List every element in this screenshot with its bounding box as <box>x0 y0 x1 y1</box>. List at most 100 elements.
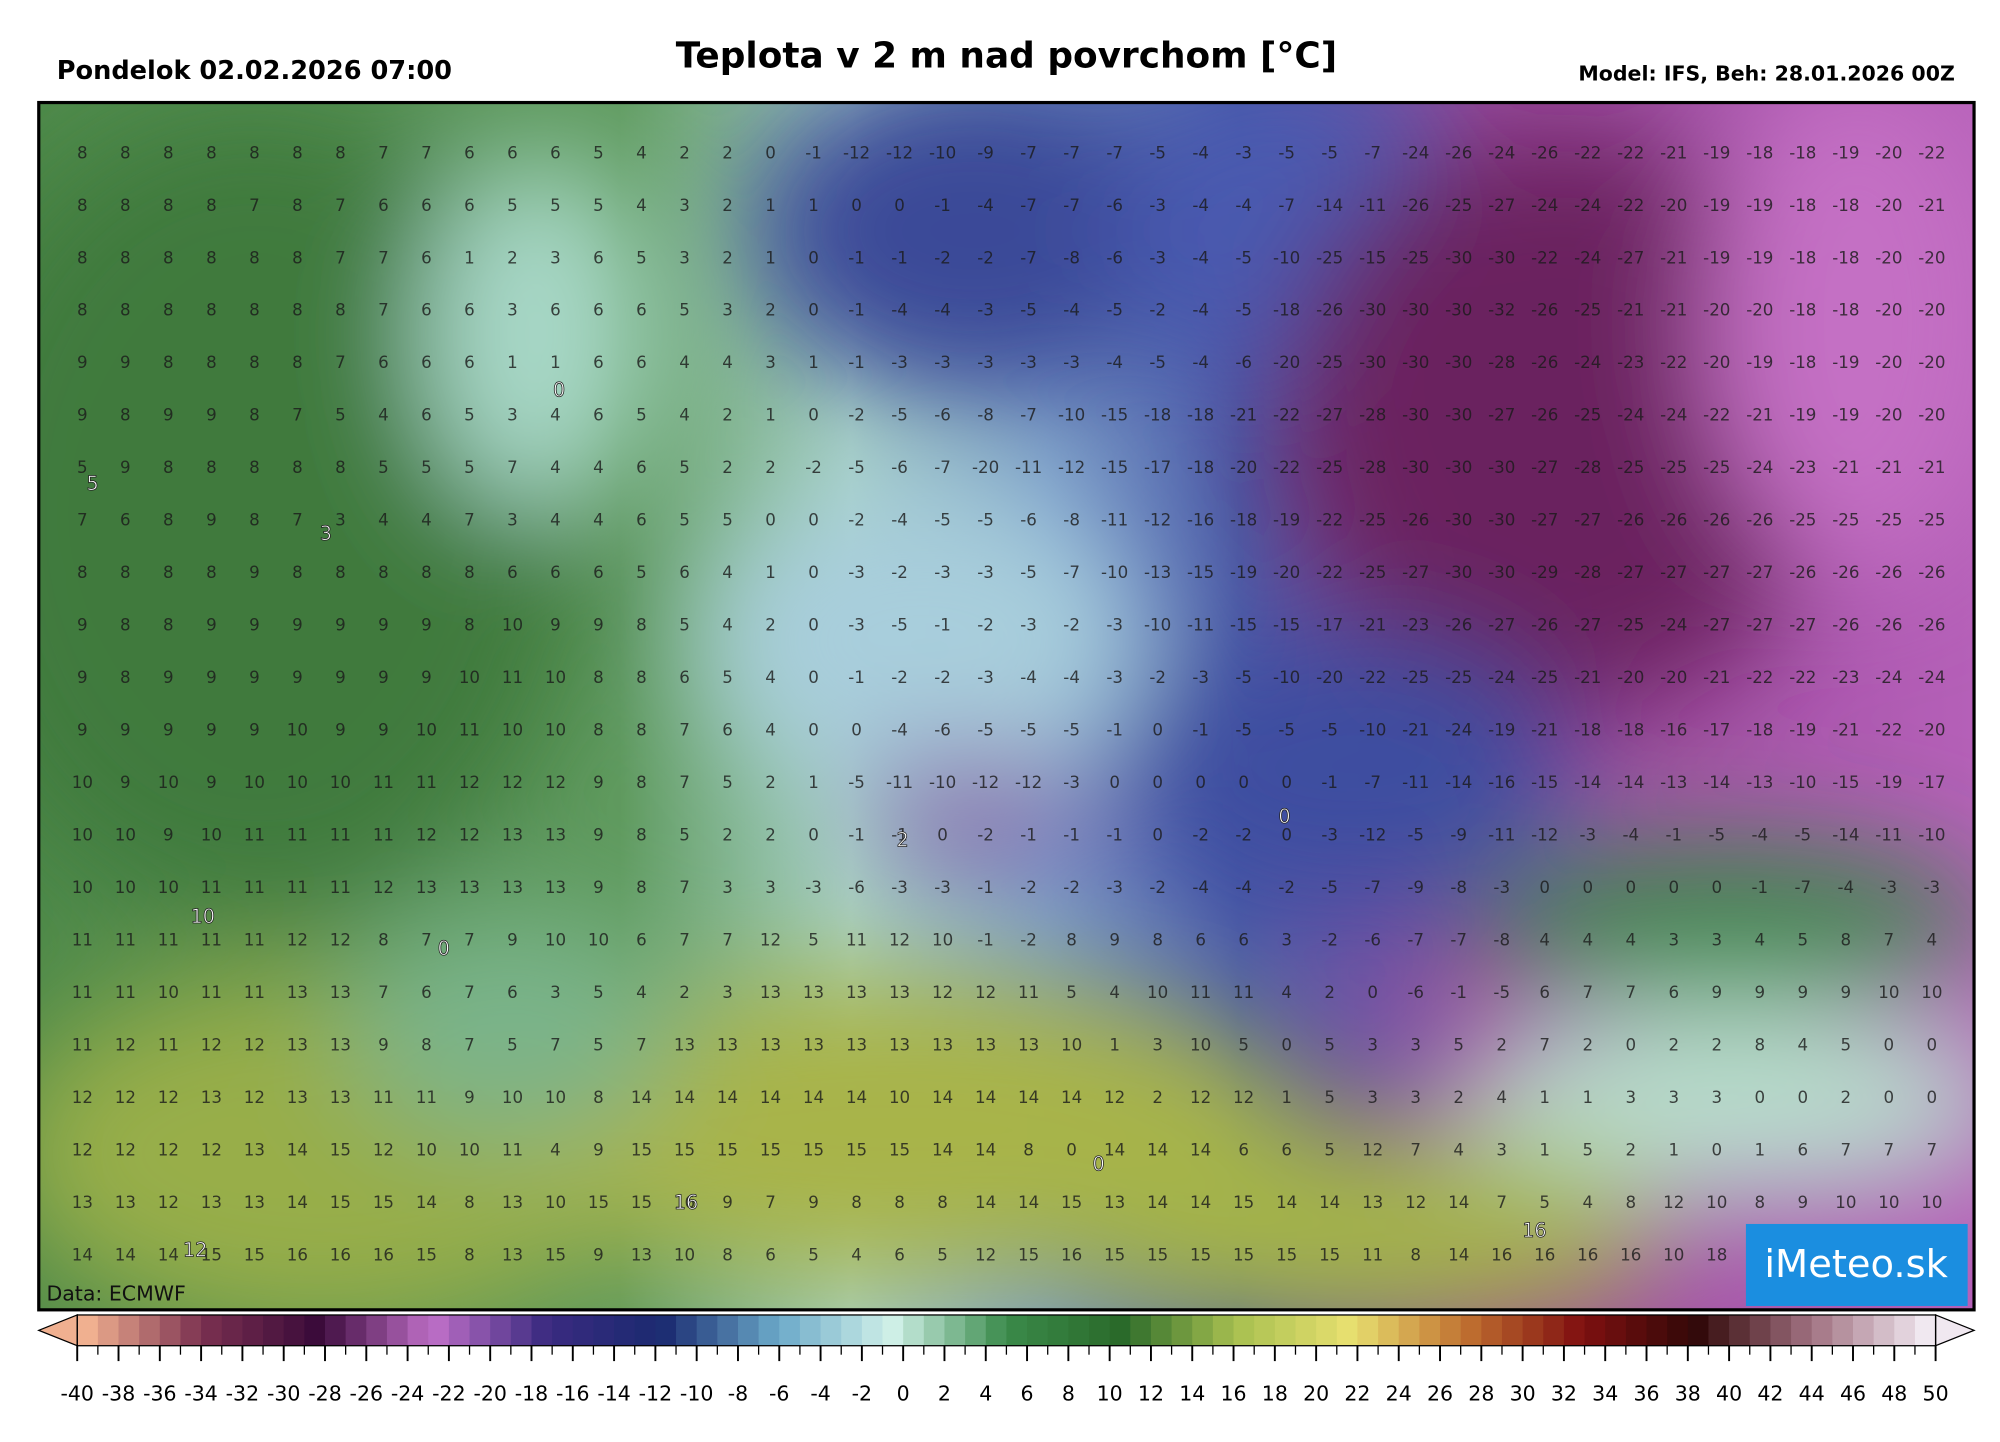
grid-value: -18 <box>1617 721 1644 740</box>
grid-value: 9 <box>120 773 131 792</box>
colorbar-tick-label: -36 <box>143 1381 176 1405</box>
colorbar-segment <box>552 1314 574 1346</box>
grid-value: -2 <box>848 406 865 425</box>
grid-value: -1 <box>934 616 951 635</box>
contour-label: 10 <box>191 905 215 928</box>
grid-value: 8 <box>292 248 303 267</box>
colorbar-tick-label: 10 <box>1097 1381 1123 1405</box>
grid-value: 0 <box>1367 983 1378 1002</box>
grid-value: 14 <box>631 1088 652 1107</box>
grid-value: -12 <box>1058 458 1085 477</box>
grid-value: -3 <box>977 668 994 687</box>
colorbar-segment <box>634 1314 657 1346</box>
grid-value: 10 <box>1878 983 1899 1002</box>
grid-value: -4 <box>1192 301 1209 320</box>
grid-value: -3 <box>977 301 994 320</box>
grid-value: 4 <box>1281 983 1292 1002</box>
grid-value: 14 <box>975 1140 996 1159</box>
grid-value: -20 <box>1660 668 1687 687</box>
grid-value: -25 <box>1402 248 1429 267</box>
grid-value: 3 <box>1367 1088 1378 1107</box>
colorbar-segment <box>1563 1314 1586 1346</box>
grid-value: 11 <box>72 1036 93 1055</box>
colorbar-segment <box>1729 1314 1751 1346</box>
grid-value: 0 <box>1711 1140 1722 1159</box>
grid-value: -5 <box>1321 721 1338 740</box>
grid-value: 11 <box>330 826 351 845</box>
grid-value: 9 <box>378 616 389 635</box>
grid-value: 0 <box>1152 826 1163 845</box>
grid-value: -20 <box>1875 353 1902 372</box>
grid-value: 2 <box>1668 1036 1679 1055</box>
grid-value: 13 <box>717 1036 738 1055</box>
grid-value: -5 <box>848 773 865 792</box>
grid-value: 12 <box>1405 1193 1426 1212</box>
grid-value: 11 <box>287 826 308 845</box>
grid-value: 13 <box>330 983 351 1002</box>
grid-value: 7 <box>464 983 475 1002</box>
grid-value: 8 <box>335 301 346 320</box>
grid-value: 14 <box>1018 1088 1039 1107</box>
grid-value: 1 <box>464 248 475 267</box>
grid-value: 9 <box>163 668 174 687</box>
grid-value: 8 <box>163 563 174 582</box>
grid-value: 9 <box>77 721 88 740</box>
colorbar-tick-label: -18 <box>515 1381 548 1405</box>
grid-value: 14 <box>72 1245 93 1264</box>
grid-value: 1 <box>1755 1140 1766 1159</box>
grid-value: -19 <box>1230 563 1257 582</box>
grid-value: 9 <box>206 511 217 530</box>
grid-value: -2 <box>1020 878 1037 897</box>
colorbar: -40 -38 -36 -34 -32 -30 -28 -26 -24 -22 -20 -18 -16-… <box>37 1314 1976 1405</box>
grid-value: -5 <box>977 721 994 740</box>
grid-value: 13 <box>889 1036 910 1055</box>
grid-value: -30 <box>1445 248 1472 267</box>
grid-value: 3 <box>722 301 733 320</box>
grid-value: 3 <box>1668 931 1679 950</box>
grid-value: -19 <box>1789 721 1816 740</box>
grid-value: 9 <box>249 616 260 635</box>
grid-value: -1 <box>1020 826 1037 845</box>
grid-value: 5 <box>937 1245 948 1264</box>
grid-value: 3 <box>765 878 776 897</box>
grid-value: 8 <box>1152 931 1163 950</box>
grid-value: -22 <box>1316 511 1343 530</box>
grid-value: -27 <box>1316 406 1343 425</box>
grid-value: 12 <box>975 983 996 1002</box>
grid-value: -17 <box>1316 616 1343 635</box>
grid-value: 10 <box>1835 1193 1856 1212</box>
grid-value: -20 <box>1918 248 1945 267</box>
grid-value: 9 <box>378 1036 389 1055</box>
grid-value: -12 <box>972 773 999 792</box>
grid-value: -12 <box>1144 511 1171 530</box>
grid-value: -3 <box>848 563 865 582</box>
grid-value: 12 <box>1233 1088 1254 1107</box>
colorbar-tick-label: -40 <box>60 1381 93 1405</box>
grid-value: -24 <box>1574 353 1601 372</box>
colorbar-segment <box>1687 1314 1710 1346</box>
colorbar-segment <box>614 1314 636 1346</box>
grid-value: 8 <box>464 616 475 635</box>
colorbar-tick-label: 8 <box>1062 1381 1075 1405</box>
grid-value: 15 <box>1233 1193 1254 1212</box>
grid-value: 11 <box>244 983 265 1002</box>
grid-value: 8 <box>163 616 174 635</box>
grid-value: 2 <box>722 248 733 267</box>
colorbar-segment <box>159 1314 182 1346</box>
grid-value: 5 <box>679 511 690 530</box>
grid-value: 10 <box>545 721 566 740</box>
grid-value: -18 <box>1789 301 1816 320</box>
grid-value: 8 <box>292 353 303 372</box>
grid-value: -5 <box>1407 826 1424 845</box>
grid-value: 9 <box>292 668 303 687</box>
grid-value: 13 <box>760 983 781 1002</box>
grid-value: 6 <box>464 301 475 320</box>
colorbar-segment <box>304 1314 326 1346</box>
grid-value: 12 <box>1104 1088 1125 1107</box>
grid-value: 11 <box>201 983 222 1002</box>
grid-value: 8 <box>163 511 174 530</box>
grid-value: -22 <box>1273 406 1300 425</box>
grid-value: 15 <box>1147 1245 1168 1264</box>
grid-value: 14 <box>1276 1193 1297 1212</box>
grid-value: 10 <box>545 931 566 950</box>
